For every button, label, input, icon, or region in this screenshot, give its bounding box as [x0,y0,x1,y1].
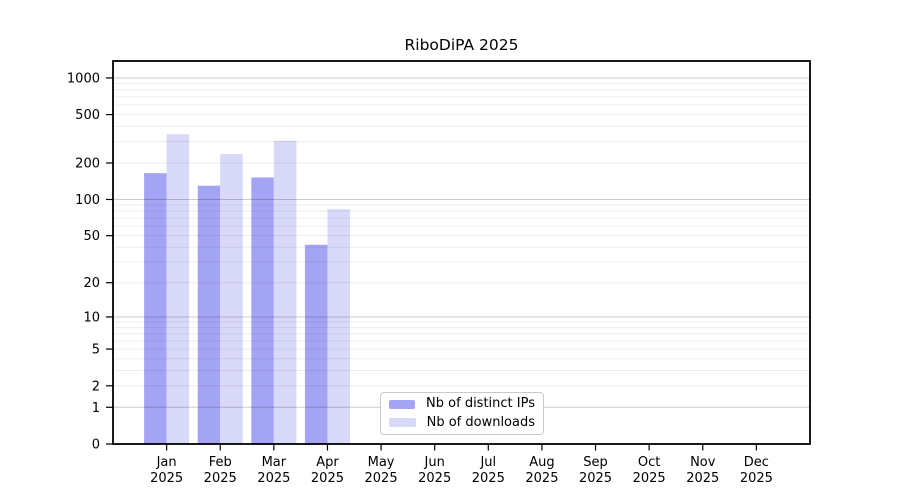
legend-swatch-downloads [389,418,416,428]
x-tick-label-year: 2025 [579,471,612,486]
x-tick-label-year: 2025 [204,471,237,486]
legend-label-distinct-ips: Nb of distinct IPs [426,396,535,412]
legend: Nb of distinct IPs Nb of downloads [380,392,544,435]
y-tick-label: 10 [83,310,100,325]
x-tick-label-month: Jun [424,455,445,470]
bar-distinct-ips-mar [251,177,274,444]
x-tick-label-year: 2025 [633,471,666,486]
x-tick-label-year: 2025 [257,471,290,486]
x-tick-label-month: Jul [479,455,496,470]
plot-border [112,60,811,445]
legend-swatch-distinct-ips [389,399,416,409]
x-tick-label-month: Aug [529,455,554,470]
y-tick-label: 100 [75,193,100,208]
y-tick-label: 5 [92,343,100,358]
x-tick-label-year: 2025 [365,471,398,486]
y-tick-label: 50 [83,229,100,244]
y-tick-label: 500 [75,108,100,123]
x-tick-label-month: May [368,455,395,470]
x-tick-label-year: 2025 [525,471,558,486]
x-tick-label-year: 2025 [150,471,183,486]
x-tick-label-month: Feb [209,455,232,470]
bar-downloads-feb [220,154,243,444]
x-tick-label-year: 2025 [311,471,344,486]
y-tick-label: 1000 [67,71,100,86]
y-tick-label: 1 [92,401,100,416]
bar-distinct-ips-feb [197,185,221,444]
y-tick-label: 20 [83,276,100,291]
x-tick-label-month: Jan [156,455,177,470]
x-tick-label-year: 2025 [472,471,505,486]
legend-label-downloads: Nb of downloads [426,414,535,430]
x-tick-label-month: Sep [583,455,608,470]
x-tick-label-month: Apr [316,455,339,470]
chart-title: RiboDiPA 2025 [404,36,519,54]
bar-distinct-ips-jan [144,173,167,444]
legend-item-downloads: Nb of downloads [389,414,535,430]
y-tick-label: 0 [92,438,100,453]
bar-downloads-apr [327,209,350,444]
x-tick-label-month: Nov [690,455,716,470]
x-tick-label-year: 2025 [418,471,451,486]
bar-distinct-ips-apr [304,244,328,444]
x-tick-label-year: 2025 [686,471,719,486]
x-tick-label-month: Mar [262,455,287,470]
legend-item-distinct-ips: Nb of distinct IPs [389,396,535,412]
x-tick-label-month: Oct [638,455,660,470]
bar-downloads-mar [273,140,297,444]
y-tick-label: 2 [92,379,100,394]
y-tick-label: 200 [75,157,100,172]
x-tick-label-year: 2025 [740,471,773,486]
bar-downloads-jan [166,134,190,444]
x-tick-label-month: Dec [744,455,769,470]
